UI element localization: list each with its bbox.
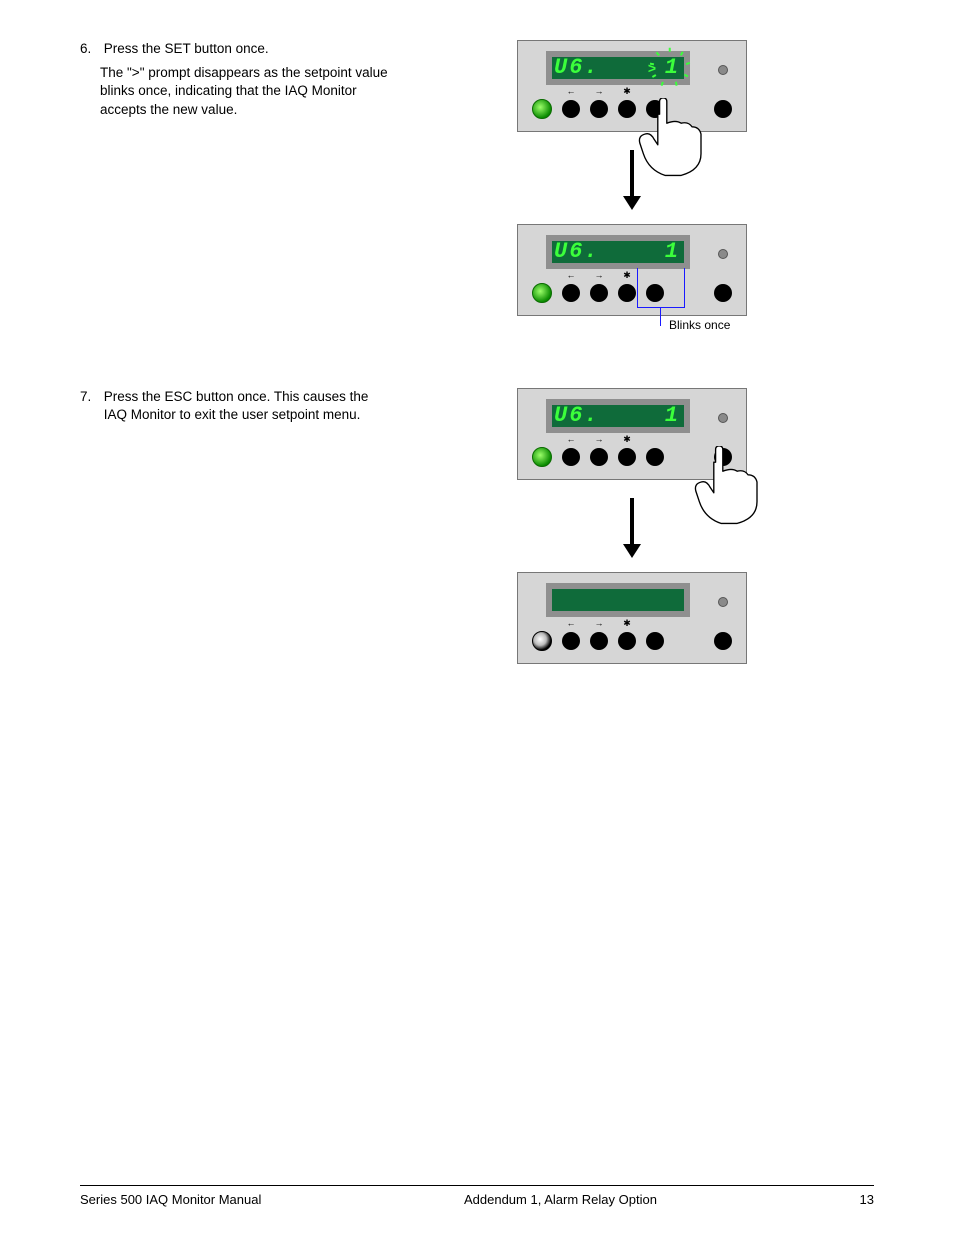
star-icon: ✱ (623, 619, 631, 628)
lcd-left: U6. (554, 403, 600, 428)
right-button[interactable]: → (590, 100, 608, 118)
lcd-display: U6. 1 (546, 399, 690, 433)
esc-button[interactable] (714, 284, 732, 302)
footer-section: Addendum 1, Alarm Relay Option (464, 1192, 657, 1207)
right-arrow-icon: → (595, 619, 604, 628)
button-row: ← → ✱ (532, 99, 732, 119)
step-body: Press the ESC button once. This causes t… (104, 388, 384, 424)
step-6-text: 6. Press the SET button once. The ">" pr… (80, 40, 390, 119)
step-7-text: 7. Press the ESC button once. This cause… (80, 388, 390, 424)
right-button[interactable]: → (590, 284, 608, 302)
step-7-figure: U6. 1 ← → ✱ (390, 388, 874, 664)
lcd-left: U6. (554, 55, 600, 80)
left-button[interactable]: ← (562, 448, 580, 466)
footer-page: 13 (860, 1192, 874, 1207)
callout-bracket (637, 268, 685, 308)
left-arrow-icon: ← (567, 619, 576, 628)
right-button[interactable]: → (590, 632, 608, 650)
star-button[interactable]: ✱ (618, 284, 636, 302)
right-arrow-icon: → (595, 87, 604, 96)
lcd-right: 1 (665, 403, 680, 428)
step-6: 6. Press the SET button once. The ">" pr… (80, 40, 874, 316)
device-wrapper: U6. 1 ← → ✱ (517, 224, 747, 316)
step-7: 7. Press the ESC button once. This cause… (80, 388, 874, 664)
star-icon: ✱ (623, 271, 631, 280)
right-arrow-icon: → (595, 435, 604, 444)
esc-button[interactable] (714, 448, 732, 466)
step-number: 6. (80, 40, 100, 58)
lcd-display: U6. > 1 (546, 51, 690, 85)
star-icon: ✱ (623, 87, 631, 96)
status-led (718, 413, 728, 423)
down-arrow-icon (623, 498, 641, 558)
power-led (532, 283, 552, 303)
status-led (718, 597, 728, 607)
lcd-display: U6. 1 (546, 235, 690, 269)
step-body-a: Press the SET button once. (104, 40, 384, 58)
button-row: ← → ✱ (532, 447, 732, 467)
lcd-caret: > (648, 60, 656, 76)
callout-stem (660, 308, 661, 326)
page-footer: Series 500 IAQ Monitor Manual Addendum 1… (80, 1185, 874, 1207)
left-button[interactable]: ← (562, 284, 580, 302)
power-led (532, 99, 552, 119)
left-arrow-icon: ← (567, 435, 576, 444)
device-panel-6a: U6. > 1 (517, 40, 747, 132)
button-row: ← → ✱ (532, 283, 732, 303)
step-6-figure: U6. > 1 (390, 40, 874, 316)
star-button[interactable]: ✱ (618, 100, 636, 118)
left-arrow-icon: ← (567, 87, 576, 96)
power-led (532, 447, 552, 467)
left-button[interactable]: ← (562, 100, 580, 118)
esc-button[interactable] (714, 632, 732, 650)
device-panel-7b: ← → ✱ (517, 572, 747, 664)
device-wrapper: U6. 1 ← → ✱ (517, 388, 747, 480)
right-button[interactable]: → (590, 448, 608, 466)
step-body-b: The ">" prompt disappears as the setpoin… (100, 64, 390, 119)
device-wrapper: U6. > 1 (517, 40, 747, 132)
star-icon: ✱ (623, 435, 631, 444)
lcd-right: 1 (665, 55, 680, 80)
button-row: ← → ✱ (532, 631, 732, 651)
lcd-right: 1 (665, 239, 680, 264)
status-led (718, 249, 728, 259)
set-button[interactable] (646, 100, 664, 118)
esc-button[interactable] (714, 100, 732, 118)
right-arrow-icon: → (595, 271, 604, 280)
set-button[interactable] (646, 632, 664, 650)
left-arrow-icon: ← (567, 271, 576, 280)
left-button[interactable]: ← (562, 632, 580, 650)
down-arrow-icon (623, 150, 641, 210)
callout-label: Blinks once (669, 318, 730, 332)
device-panel-7a: U6. 1 ← → ✱ (517, 388, 747, 480)
lcd-display (546, 583, 690, 617)
power-led (532, 631, 552, 651)
device-panel-6b: U6. 1 ← → ✱ (517, 224, 747, 316)
lcd-left: U6. (554, 239, 600, 264)
star-button[interactable]: ✱ (618, 632, 636, 650)
star-button[interactable]: ✱ (618, 448, 636, 466)
status-led (718, 65, 728, 75)
step-number: 7. (80, 388, 100, 406)
footer-manual: Series 500 IAQ Monitor Manual (80, 1192, 261, 1207)
set-button[interactable] (646, 448, 664, 466)
